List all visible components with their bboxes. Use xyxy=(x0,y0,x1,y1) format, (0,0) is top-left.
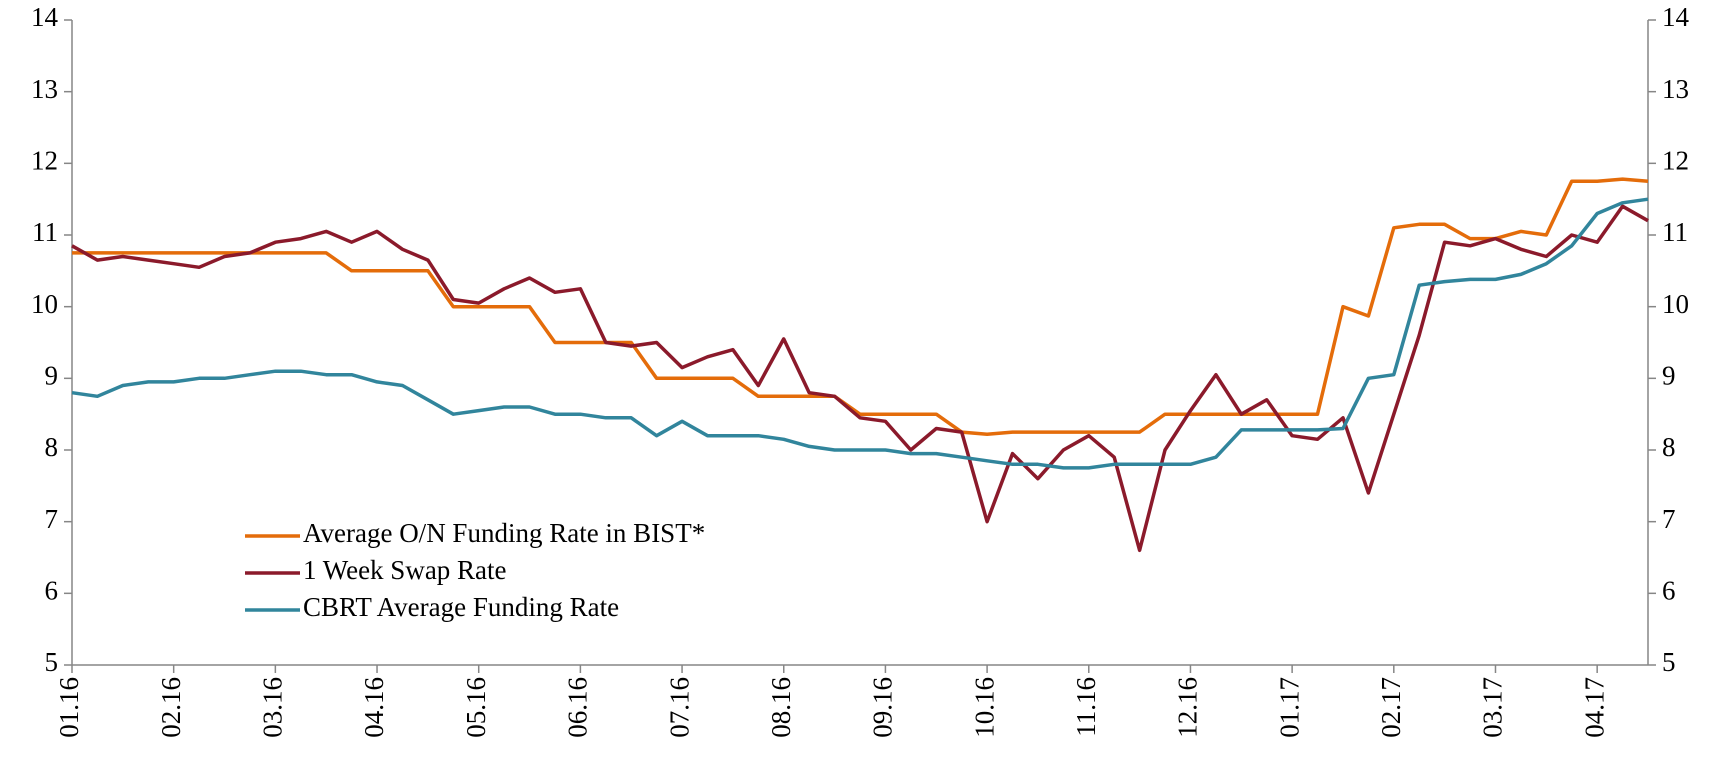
x-tick-label: 01.17 xyxy=(1274,677,1304,738)
x-tick-label: 03.17 xyxy=(1478,677,1508,738)
x-tick-label: 02.16 xyxy=(156,677,186,738)
y2-tick-label: 10 xyxy=(1662,289,1689,319)
y2-tick-label: 5 xyxy=(1662,647,1676,677)
x-tick-label: 04.16 xyxy=(359,677,389,738)
y2-tick-label: 12 xyxy=(1662,146,1689,176)
legend-label: Average O/N Funding Rate in BIST* xyxy=(303,518,705,548)
x-tick-label: 04.17 xyxy=(1579,677,1609,738)
y2-tick-label: 9 xyxy=(1662,361,1676,391)
series-line xyxy=(72,177,1649,436)
x-tick-label: 01.16 xyxy=(54,677,84,738)
y-tick-label: 5 xyxy=(45,647,59,677)
x-tick-label: 03.16 xyxy=(258,677,288,738)
x-tick-label: 07.16 xyxy=(664,677,694,738)
y-tick-label: 12 xyxy=(31,146,58,176)
y2-tick-label: 11 xyxy=(1662,217,1688,247)
y-tick-label: 10 xyxy=(31,289,58,319)
y-tick-label: 9 xyxy=(45,361,59,391)
y2-tick-label: 14 xyxy=(1662,2,1690,32)
y-tick-label: 14 xyxy=(31,2,59,32)
y-tick-label: 6 xyxy=(45,576,59,606)
x-tick-label: 08.16 xyxy=(766,677,796,738)
x-tick-label: 12.16 xyxy=(1173,677,1203,738)
y2-tick-label: 7 xyxy=(1662,504,1676,534)
series-line xyxy=(71,204,1649,553)
x-tick-label: 11.16 xyxy=(1071,677,1101,737)
series-line xyxy=(71,197,1649,470)
y2-tick-label: 8 xyxy=(1662,432,1676,462)
x-tick-label: 06.16 xyxy=(563,677,593,738)
x-tick-label: 05.16 xyxy=(461,677,491,738)
y-tick-label: 13 xyxy=(31,74,58,104)
y-tick-label: 11 xyxy=(32,217,58,247)
x-tick-label: 10.16 xyxy=(969,677,999,738)
x-tick-label: 02.17 xyxy=(1376,677,1406,738)
y-tick-label: 8 xyxy=(45,432,59,462)
legend-label: CBRT Average Funding Rate xyxy=(303,592,619,622)
legend-label: 1 Week Swap Rate xyxy=(303,555,507,585)
y2-tick-label: 6 xyxy=(1662,576,1676,606)
y2-tick-label: 13 xyxy=(1662,74,1689,104)
y-tick-label: 7 xyxy=(45,504,59,534)
x-tick-label: 09.16 xyxy=(868,677,898,738)
